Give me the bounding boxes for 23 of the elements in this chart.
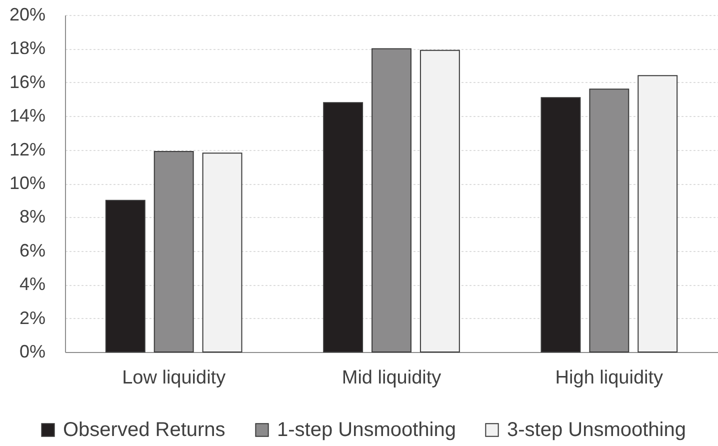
y-tick-label: 14%	[9, 106, 46, 126]
y-tick-label: 20%	[9, 4, 46, 24]
y-tick-label: 2%	[19, 308, 46, 328]
legend-label: 1-step Unsmoothing	[277, 419, 456, 441]
x-tick-label: High liquidity	[555, 368, 664, 388]
bar	[323, 102, 364, 352]
bar	[540, 97, 581, 352]
y-tick-label: 8%	[19, 206, 46, 227]
y-tick-label: 6%	[19, 240, 46, 260]
y-tick-label: 12%	[9, 139, 46, 160]
y-tick-label: 10%	[9, 173, 46, 193]
x-tick-label: Low liquidity	[122, 368, 226, 388]
legend-label: Observed Returns	[63, 419, 226, 441]
y-tick-label: 18%	[9, 38, 46, 58]
legend-label: 3-step Unsmoothing	[507, 419, 686, 441]
y-tick-label: 4%	[19, 274, 46, 294]
x-tick-label: Mid liquidity	[342, 368, 442, 388]
bar	[638, 75, 678, 352]
bar	[105, 200, 146, 352]
bar	[420, 50, 460, 352]
y-tick-label: 16%	[9, 72, 46, 92]
bar	[202, 152, 242, 352]
y-tick-label: 0%	[19, 342, 46, 362]
